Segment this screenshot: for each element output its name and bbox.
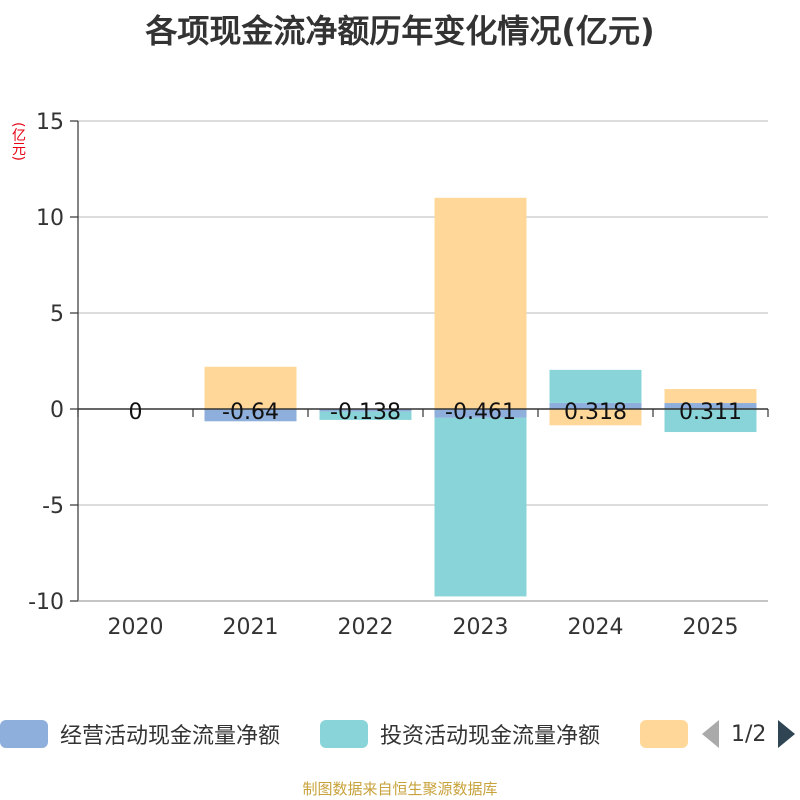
y-tick-label: -5 <box>42 494 64 519</box>
y-tick-label: 0 <box>50 398 64 423</box>
y-axis-unit: (亿元) <box>10 122 26 161</box>
legend-swatch-investing <box>320 720 368 748</box>
y-tick-label: 10 <box>36 206 64 231</box>
bar-2025-series-1 <box>664 409 757 433</box>
chart-title: 各项现金流净额历年变化情况(亿元) <box>145 12 655 50</box>
legend-item-investing[interactable]: 投资活动现金流量净额 <box>320 716 600 752</box>
bar-2022-series-1 <box>319 411 412 420</box>
bar-2021-series-0 <box>204 409 297 422</box>
bar-2025-series-2 <box>664 389 757 404</box>
data-label-2023: -0.461 <box>445 400 516 425</box>
bar-2023-series-0 <box>434 409 527 418</box>
legend-item-operating[interactable]: 经营活动现金流量净额 <box>0 716 280 752</box>
x-tick-label-2020: 2020 <box>108 615 164 640</box>
legend: 经营活动现金流量净额 投资活动现金流量净额 1/2 <box>0 716 800 752</box>
y-tick-label: 15 <box>36 110 64 135</box>
data-label-2025: 0.311 <box>679 400 742 425</box>
x-tick-label-2021: 2021 <box>223 615 279 640</box>
bar-2023-series-2 <box>434 197 527 409</box>
bar-2024-series-1 <box>549 369 642 403</box>
legend-label-operating: 经营活动现金流量净额 <box>60 724 281 749</box>
x-tick-label-2024: 2024 <box>568 615 624 640</box>
legend-item-financing[interactable] <box>640 716 700 752</box>
data-source-note: 制图数据来自恒生聚源数据库 <box>302 780 498 798</box>
data-label-2022: -0.138 <box>330 400 401 425</box>
legend-prev-page-icon[interactable] <box>702 720 719 748</box>
bar-2023-series-1 <box>434 417 527 597</box>
legend-pager: 1/2 <box>702 716 796 752</box>
x-tick-label-2025: 2025 <box>683 615 739 640</box>
bar-2024-series-0 <box>549 402 642 409</box>
bar-2024-series-2 <box>549 409 642 426</box>
data-label-2021: -0.64 <box>222 400 279 425</box>
bar-2025-series-0 <box>664 403 757 409</box>
legend-label-investing: 投资活动现金流量净额 <box>380 724 601 749</box>
x-tick-label-2023: 2023 <box>453 615 509 640</box>
y-tick-label: 5 <box>50 302 64 327</box>
x-tick-label-2022: 2022 <box>338 615 394 640</box>
y-tick-label: -10 <box>28 590 64 615</box>
legend-next-page-icon[interactable] <box>778 720 796 748</box>
data-label-2024: 0.318 <box>564 400 627 425</box>
data-label-2020: 0 <box>129 400 143 425</box>
legend-swatch-operating <box>0 720 48 748</box>
legend-page-indicator: 1/2 <box>731 721 767 747</box>
legend-swatch-financing <box>640 720 688 748</box>
bar-2021-series-2 <box>204 366 297 409</box>
bar-2022-series-0 <box>319 409 412 412</box>
